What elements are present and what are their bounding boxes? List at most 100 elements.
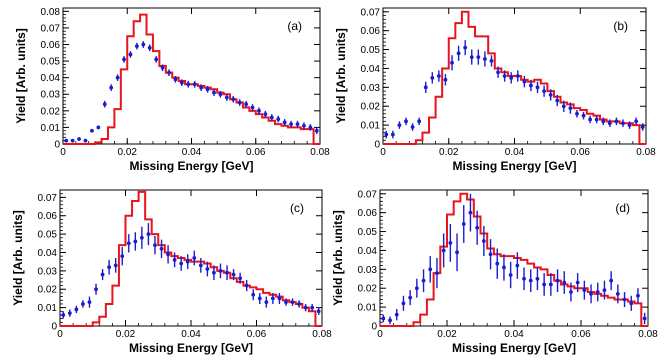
data-point [542, 89, 546, 94]
data-point [67, 311, 72, 316]
data-point [522, 276, 526, 281]
x-tick-label: 0.08 [636, 147, 656, 158]
data-point [186, 82, 191, 87]
data-point [269, 115, 274, 120]
data-point [381, 316, 386, 321]
panel-label: (c) [290, 201, 304, 215]
data-point [231, 97, 236, 102]
chart-panel-1: 0 0.02 0.04 0.06 0.08 0 0.01 0.02 0.03 0.04 0.05 0.… [14, 7, 330, 173]
data-point [615, 291, 620, 296]
data-point [289, 122, 293, 126]
data-point [502, 74, 507, 78]
data-point [172, 257, 177, 262]
data-point [455, 250, 459, 255]
data-point [594, 117, 599, 122]
data-point [621, 121, 625, 126]
data-point [251, 292, 256, 297]
data-point [441, 248, 446, 253]
data-point [257, 296, 262, 301]
data-point [199, 85, 204, 90]
y-tick-label: 0.02 [38, 285, 58, 296]
data-point [238, 276, 243, 281]
data-point [173, 77, 178, 82]
data-point [642, 316, 647, 321]
data-point [282, 120, 287, 125]
y-tick-label: 0.06 [361, 26, 381, 37]
data-point [601, 119, 606, 124]
data-point [388, 318, 392, 323]
chart-panel-4: 0 0.02 0.04 0.06 0.08 0 0.01 0.02 0.03 0.04 0.05 0.… [331, 189, 658, 355]
data-point [74, 307, 79, 312]
panel-label: (b) [613, 19, 628, 33]
data-point [528, 278, 533, 283]
y-tick-label: 0.01 [358, 303, 378, 314]
y-tick-label: 0.02 [361, 102, 381, 113]
y-tick-label: 0.05 [38, 230, 58, 241]
data-point [515, 74, 520, 78]
x-tick-label: 0.08 [312, 329, 332, 340]
data-point [443, 77, 448, 82]
data-point [428, 267, 433, 272]
data-point [147, 45, 152, 50]
y-tick-label: 0.03 [38, 266, 58, 277]
data-point [476, 55, 481, 60]
data-point [555, 98, 560, 103]
data-point [489, 58, 494, 63]
data-point [303, 305, 308, 310]
data-point [582, 288, 587, 293]
plot-frame [59, 189, 323, 327]
data-point [316, 309, 321, 314]
data-point [595, 290, 600, 294]
x-tick-label: 0 [57, 329, 63, 340]
data-point [640, 125, 645, 129]
chart-panel-2: 0 0.02 0.04 0.06 0.08 0 0.01 0.02 0.03 0.04 0.05 0.… [334, 7, 656, 173]
data-point [542, 282, 547, 287]
y-tick-label: 0.03 [358, 265, 378, 276]
data-point [483, 57, 487, 61]
data-point [146, 232, 151, 237]
y-tick-label: 0 [54, 140, 60, 151]
data-point [276, 117, 281, 122]
data-point [430, 75, 435, 80]
data-point [77, 137, 81, 141]
x-tick-label: 0.06 [571, 147, 591, 158]
data-point [244, 283, 249, 288]
data-point [297, 302, 301, 306]
y-axis-title: Yield [Arb. units] [14, 28, 28, 124]
data-point [205, 267, 210, 271]
data-point [581, 113, 586, 118]
data-point [469, 55, 474, 60]
x-tick-label: 0.04 [182, 147, 202, 158]
data-point [153, 243, 157, 248]
data-point [401, 301, 406, 306]
data-point [629, 301, 634, 306]
red-step-histogram [60, 190, 322, 327]
data-point [588, 117, 593, 122]
y-tick-label: 0.02 [358, 284, 378, 295]
data-point [81, 302, 85, 306]
data-point [529, 83, 533, 88]
data-point [179, 261, 184, 266]
data-point [250, 105, 255, 110]
data-point [185, 259, 190, 264]
data-point [126, 241, 131, 246]
data-point [548, 282, 553, 287]
data-point [463, 45, 468, 50]
data-point [122, 57, 126, 62]
data-point [468, 210, 473, 215]
data-point [461, 222, 466, 226]
y-tick-label: 0.07 [358, 189, 378, 200]
data-point [192, 82, 197, 87]
data-point [192, 256, 197, 260]
data-point [435, 271, 439, 276]
data-point [120, 254, 125, 259]
data-point [562, 280, 567, 285]
y-tick-label: 0.07 [41, 23, 61, 34]
data-point [384, 132, 389, 137]
x-tick-label: 0.02 [118, 147, 138, 158]
panel-label: (d) [615, 201, 630, 215]
data-point [212, 270, 216, 275]
data-point [569, 290, 573, 294]
data-point [450, 60, 454, 65]
x-tick-label: 0.04 [504, 329, 524, 340]
